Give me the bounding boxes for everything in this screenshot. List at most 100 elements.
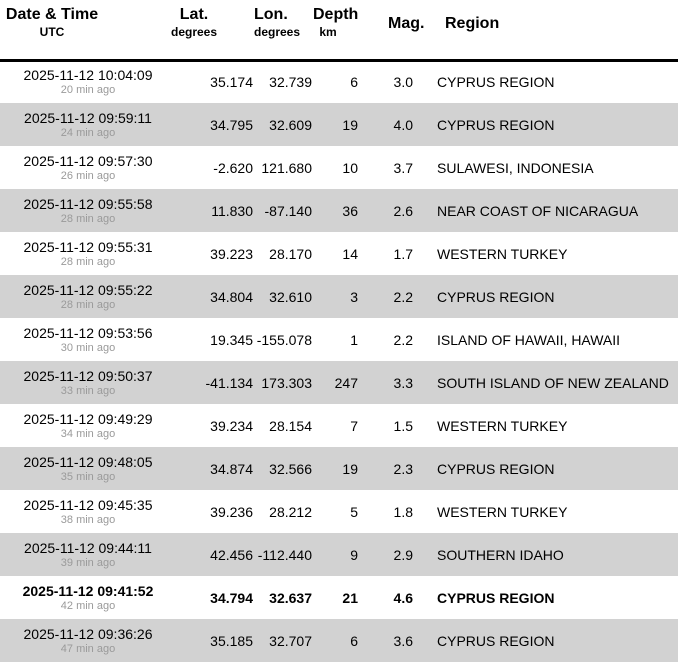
col-header-region-label: Region xyxy=(445,15,500,32)
longitude-cell: 32.609 xyxy=(269,116,312,133)
depth-cell: 14 xyxy=(342,245,358,262)
longitude-cell: -155.078 xyxy=(256,331,312,348)
magnitude-cell: 2.2 xyxy=(393,288,413,305)
datetime-utc: 2025-11-12 09:55:58 xyxy=(23,195,153,212)
latitude-cell: 34.804 xyxy=(210,288,253,305)
col-header-depth: Depth km xyxy=(313,0,359,62)
latitude-cell: 39.223 xyxy=(210,245,253,262)
datetime-cell: 2025-11-12 09:36:26 47 min ago xyxy=(0,619,170,662)
depth-cell: 19 xyxy=(342,460,358,477)
magnitude-cell: 3.0 xyxy=(393,74,413,91)
depth-cell: 9 xyxy=(350,546,358,563)
time-ago: 30 min ago xyxy=(60,341,116,354)
longitude-cell: 28.170 xyxy=(269,245,312,262)
depth-cell: 10 xyxy=(342,159,358,176)
earthquake-row[interactable]: 2025-11-12 09:49:29 34 min ago 39.234 28.15… xyxy=(0,404,678,447)
col-header-depth-label: Depth xyxy=(313,6,359,23)
col-header-latitude: Lat. degrees xyxy=(170,0,254,62)
latitude-cell: 39.234 xyxy=(210,417,253,434)
earthquake-row[interactable]: 2025-11-12 09:55:22 28 min ago 34.804 32.61… xyxy=(0,275,678,318)
region-cell: CYPRUS REGION xyxy=(437,589,555,606)
magnitude-cell: 3.7 xyxy=(393,159,413,176)
depth-cell: 5 xyxy=(350,503,358,520)
time-ago: 38 min ago xyxy=(60,513,116,526)
col-header-latitude-sub: degrees xyxy=(170,25,218,39)
col-header-latitude-label: Lat. xyxy=(179,6,209,23)
region-cell: WESTERN TURKEY xyxy=(437,417,568,434)
earthquake-row[interactable]: 2025-11-12 09:36:26 47 min ago 35.185 32.70… xyxy=(0,619,678,662)
magnitude-cell: 1.7 xyxy=(393,245,413,262)
earthquake-row[interactable]: 2025-11-12 09:53:56 30 min ago 19.345 -155.… xyxy=(0,318,678,361)
earthquake-row[interactable]: 2025-11-12 09:44:11 39 min ago 42.456 -112.… xyxy=(0,533,678,576)
latitude-cell: 34.874 xyxy=(210,460,253,477)
depth-cell: 3 xyxy=(350,288,358,305)
time-ago: 34 min ago xyxy=(60,427,116,440)
time-ago: 47 min ago xyxy=(60,642,116,655)
datetime-cell: 2025-11-12 09:55:31 28 min ago xyxy=(0,232,170,275)
datetime-utc: 2025-11-12 09:36:26 xyxy=(23,625,153,642)
col-header-magnitude: Mag. xyxy=(359,0,425,62)
datetime-utc: 2025-11-12 09:53:56 xyxy=(23,324,153,341)
col-header-magnitude-label: Mag. xyxy=(388,15,425,32)
datetime-cell: 2025-11-12 09:49:29 34 min ago xyxy=(0,404,170,447)
latitude-cell: 11.830 xyxy=(211,202,253,219)
datetime-cell: 2025-11-12 09:41:52 42 min ago xyxy=(0,576,170,619)
datetime-utc: 2025-11-12 09:45:35 xyxy=(23,496,153,513)
datetime-utc: 2025-11-12 09:59:11 xyxy=(24,109,152,126)
longitude-cell: 32.610 xyxy=(269,288,312,305)
region-cell: CYPRUS REGION xyxy=(437,116,555,133)
region-cell: WESTERN TURKEY xyxy=(437,503,568,520)
region-cell: CYPRUS REGION xyxy=(437,460,555,477)
datetime-cell: 2025-11-12 09:55:22 28 min ago xyxy=(0,275,170,318)
earthquake-row[interactable]: 2025-11-12 09:55:31 28 min ago 39.223 28.17… xyxy=(0,232,678,275)
earthquake-row[interactable]: 2025-11-12 09:50:37 33 min ago -41.134 173.… xyxy=(0,361,678,404)
depth-cell: 7 xyxy=(350,417,358,434)
magnitude-cell: 3.6 xyxy=(393,632,413,649)
datetime-cell: 2025-11-12 09:53:56 30 min ago xyxy=(0,318,170,361)
time-ago: 24 min ago xyxy=(60,126,116,139)
depth-cell: 6 xyxy=(350,632,358,649)
region-cell: CYPRUS REGION xyxy=(437,74,555,91)
depth-cell: 247 xyxy=(334,374,358,391)
region-cell: SULAWESI, INDONESIA xyxy=(437,159,594,176)
earthquake-row[interactable]: 2025-11-12 09:41:52 42 min ago 34.794 32.63… xyxy=(0,576,678,619)
depth-cell: 36 xyxy=(342,202,358,219)
magnitude-cell: 4.0 xyxy=(393,116,413,133)
region-cell: ISLAND OF HAWAII, HAWAII xyxy=(437,331,621,348)
time-ago: 26 min ago xyxy=(60,169,116,182)
datetime-utc: 2025-11-12 09:44:11 xyxy=(24,539,152,556)
earthquake-row[interactable]: 2025-11-12 09:55:58 28 min ago 11.830 -87.1… xyxy=(0,189,678,232)
latitude-cell: 35.174 xyxy=(210,74,253,91)
longitude-cell: -112.440 xyxy=(257,546,312,563)
magnitude-cell: 1.8 xyxy=(393,503,413,520)
latitude-cell: 19.345 xyxy=(210,331,253,348)
magnitude-cell: 2.9 xyxy=(393,546,413,563)
region-cell: SOUTH ISLAND OF NEW ZEALAND xyxy=(437,374,669,391)
longitude-cell: 121.680 xyxy=(261,159,312,176)
magnitude-cell: 1.5 xyxy=(393,417,413,434)
latitude-cell: 34.795 xyxy=(210,116,253,133)
longitude-cell: 173.303 xyxy=(261,374,312,391)
magnitude-cell: 4.6 xyxy=(393,589,413,606)
longitude-cell: 32.566 xyxy=(269,460,312,477)
datetime-cell: 2025-11-12 09:44:11 39 min ago xyxy=(0,533,170,576)
datetime-utc: 2025-11-12 09:41:52 xyxy=(22,582,154,599)
quake-table-body: 2025-11-12 10:04:09 20 min ago 35.174 32.73… xyxy=(0,60,678,662)
longitude-cell: 32.637 xyxy=(269,589,312,606)
depth-cell: 6 xyxy=(350,74,358,91)
earthquake-row[interactable]: 2025-11-12 09:45:35 38 min ago 39.236 28.21… xyxy=(0,490,678,533)
col-header-depth-sub: km xyxy=(319,25,337,39)
header-row: Date & Time UTC Lat. degrees Lon. degree… xyxy=(0,0,678,62)
datetime-utc: 2025-11-12 09:49:29 xyxy=(23,410,153,427)
col-header-longitude: Lon. degrees xyxy=(254,0,313,62)
datetime-cell: 2025-11-12 09:50:37 33 min ago xyxy=(0,361,170,404)
region-cell: CYPRUS REGION xyxy=(437,632,555,649)
earthquake-row[interactable]: 2025-11-12 09:59:11 24 min ago 34.795 32.60… xyxy=(0,103,678,146)
earthquake-row[interactable]: 2025-11-12 10:04:09 20 min ago 35.174 32.73… xyxy=(0,60,678,103)
earthquake-row[interactable]: 2025-11-12 09:48:05 35 min ago 34.874 32.56… xyxy=(0,447,678,490)
datetime-utc: 2025-11-12 10:04:09 xyxy=(23,67,153,84)
earthquake-row[interactable]: 2025-11-12 09:57:30 26 min ago -2.620 121.6… xyxy=(0,146,678,189)
latitude-cell: 42.456 xyxy=(210,546,253,563)
col-header-longitude-label: Lon. xyxy=(254,6,288,23)
col-header-datetime-sub: UTC xyxy=(39,25,65,39)
